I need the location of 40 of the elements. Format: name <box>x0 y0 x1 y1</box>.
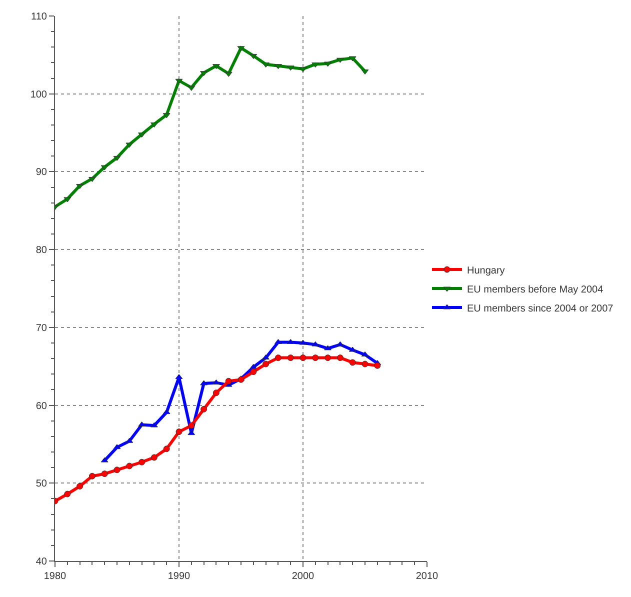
point <box>88 472 96 480</box>
x-tick-label: 1990 <box>168 571 191 582</box>
x-tick-label: 2010 <box>416 571 439 582</box>
point <box>262 360 270 368</box>
point <box>188 422 195 429</box>
y-tick-label: 50 <box>36 478 48 490</box>
point <box>324 354 332 362</box>
point <box>101 470 108 478</box>
point <box>138 458 146 466</box>
x-tick-label: 2000 <box>292 571 315 582</box>
point <box>250 368 257 376</box>
legend-label: Hungary <box>467 265 505 276</box>
point <box>200 406 208 412</box>
x-tick-label: 1980 <box>44 571 67 582</box>
point <box>362 360 368 368</box>
point <box>225 378 232 384</box>
point <box>300 354 306 362</box>
point <box>163 446 170 452</box>
y-tick-label: 60 <box>36 400 48 412</box>
y-tick-label: 80 <box>36 245 48 256</box>
point <box>212 390 220 396</box>
point <box>274 354 282 362</box>
point <box>126 462 133 470</box>
point <box>76 483 84 490</box>
point <box>176 428 182 436</box>
y-tick-label: 100 <box>30 89 48 100</box>
point <box>374 362 381 369</box>
legend-label: EU members since 2004 or 2007 <box>467 303 614 314</box>
point <box>150 454 158 461</box>
point <box>312 354 319 362</box>
point <box>114 466 120 474</box>
point <box>349 359 356 366</box>
point <box>64 490 71 498</box>
y-tick-label: 70 <box>36 322 48 334</box>
point <box>336 354 344 362</box>
y-tick-label: 40 <box>36 556 48 568</box>
point <box>287 354 294 362</box>
y-tick-label: 90 <box>36 167 48 178</box>
legend-label: EU members before May 2004 <box>467 284 604 296</box>
y-tick-label: 110 <box>31 12 48 22</box>
